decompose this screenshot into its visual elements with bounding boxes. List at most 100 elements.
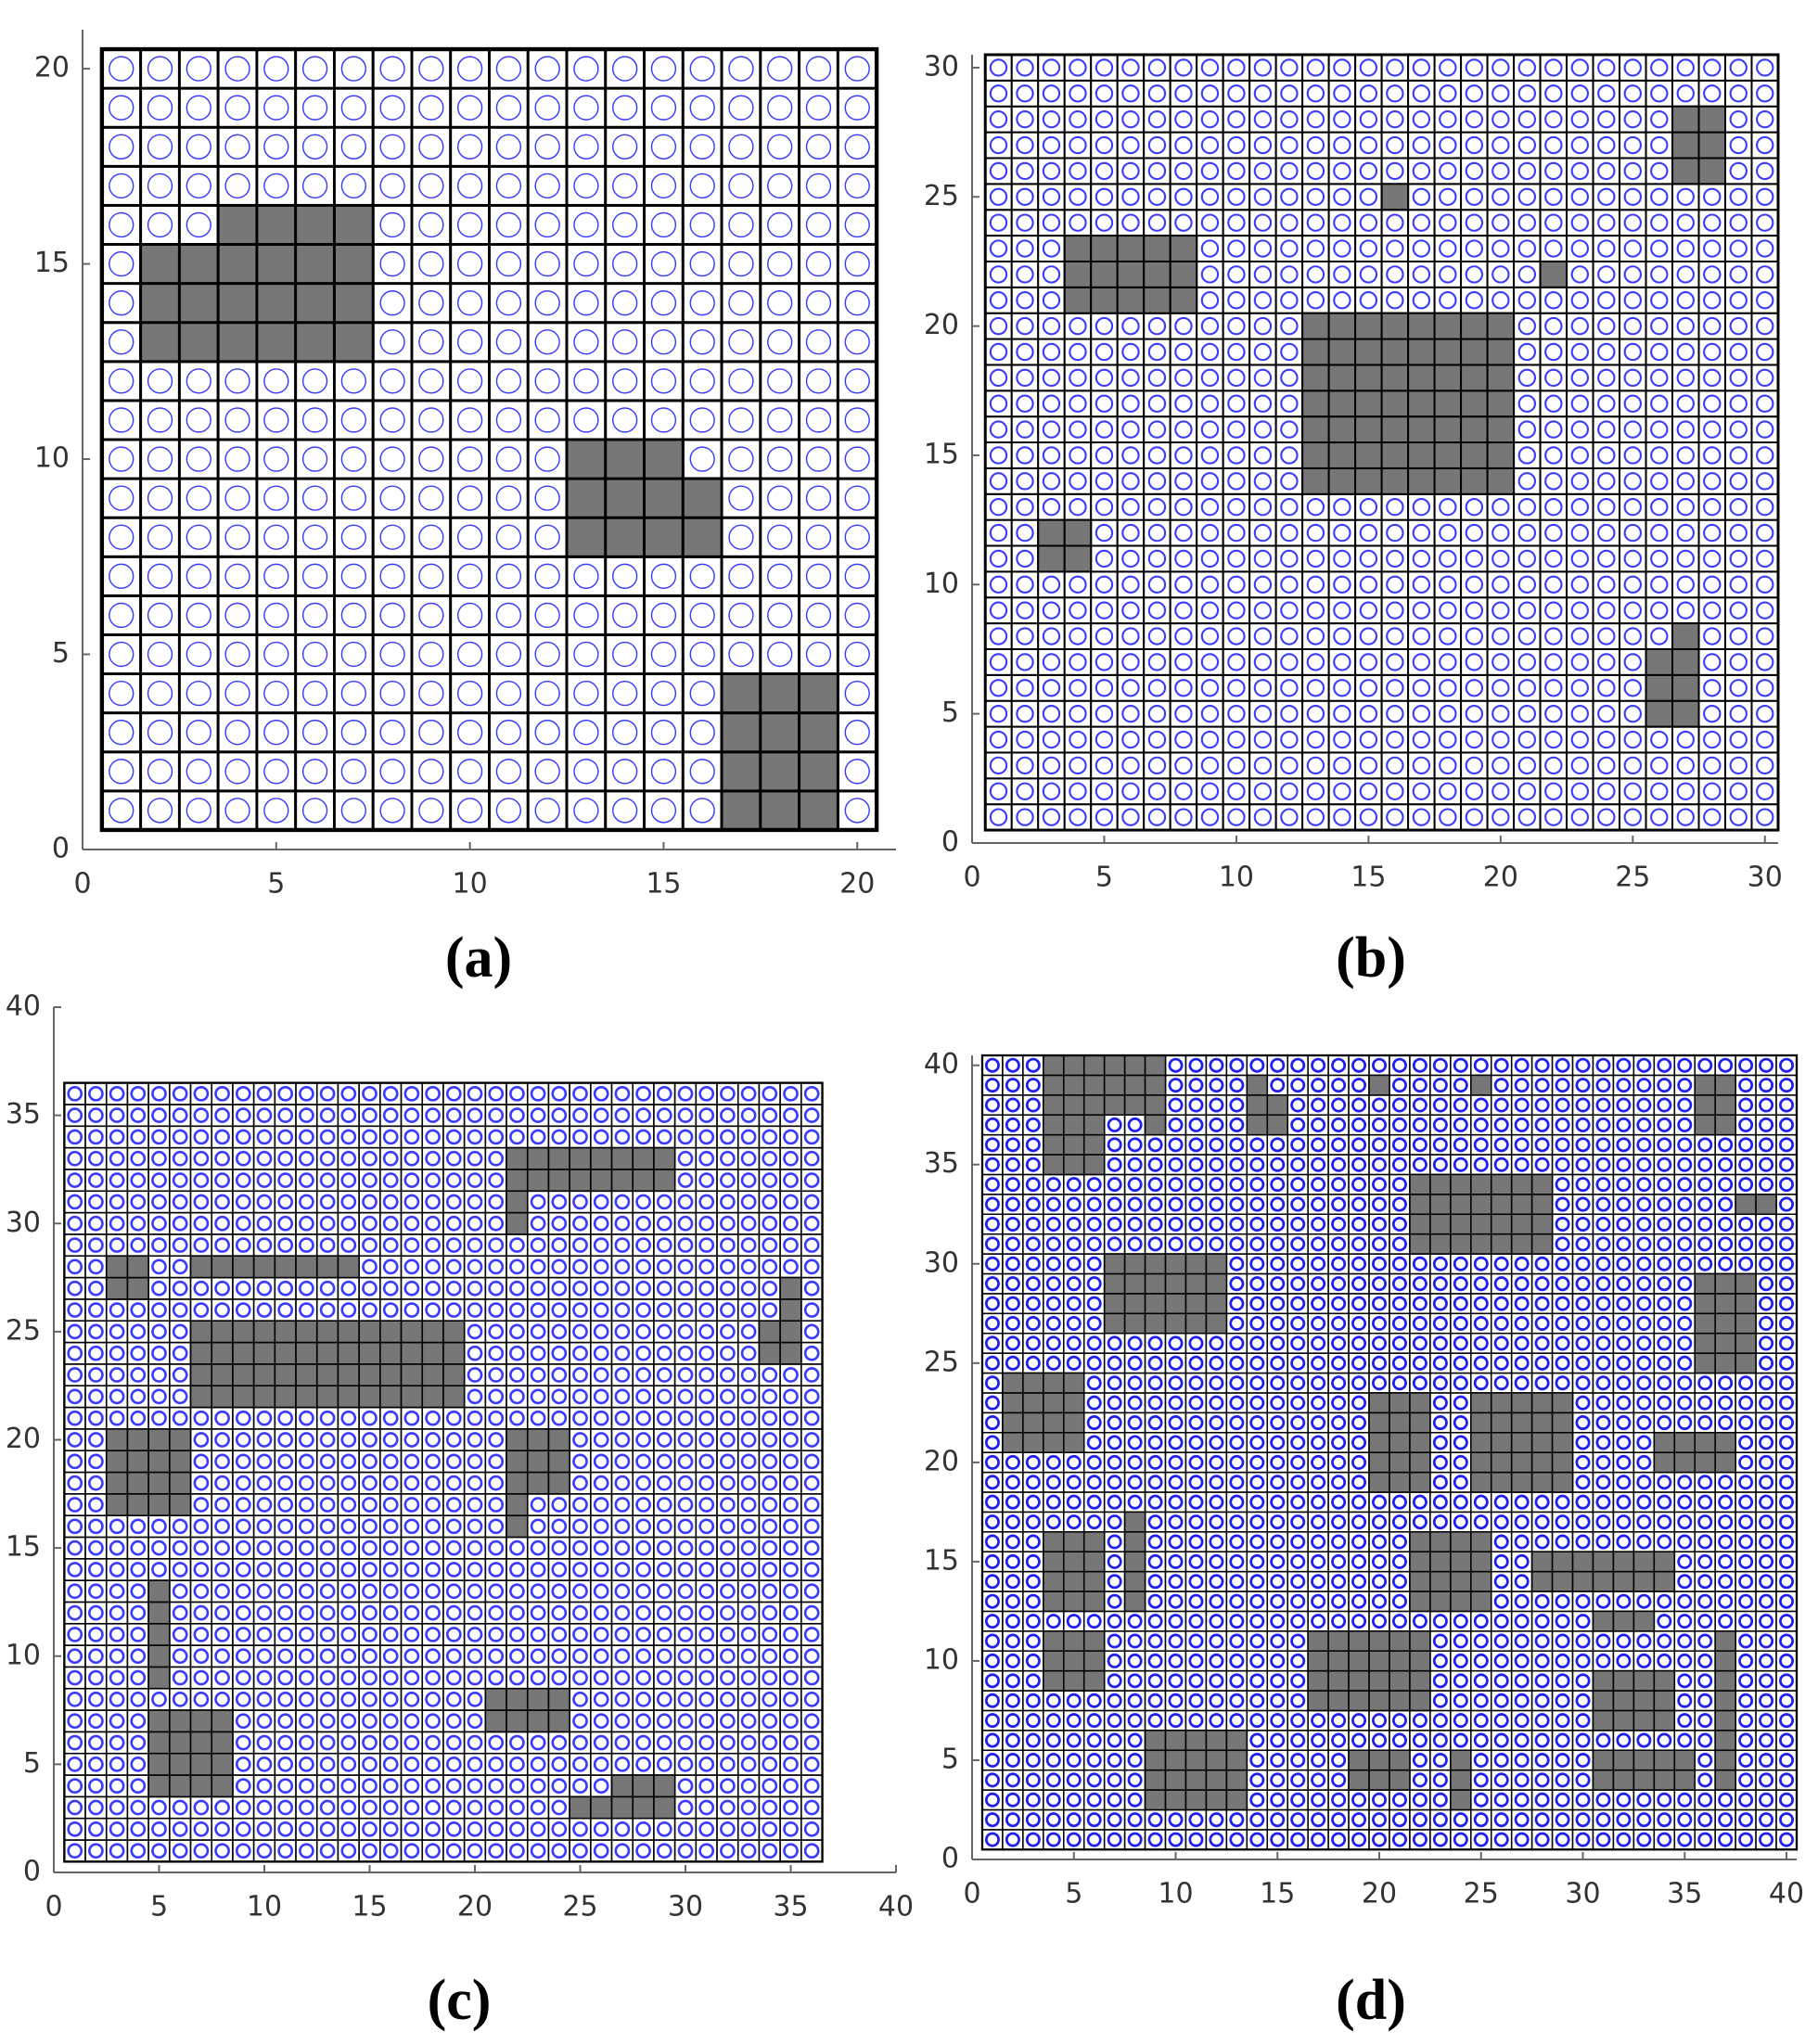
free-marker	[467, 1302, 483, 1318]
free-marker	[530, 1258, 546, 1275]
free-marker	[379, 524, 405, 550]
free-marker	[277, 1518, 294, 1535]
free-marker	[698, 1367, 715, 1383]
free-marker	[425, 1627, 441, 1642]
free-marker	[172, 1669, 188, 1686]
obstacle-cell	[1354, 466, 1383, 495]
free-marker	[88, 1302, 104, 1318]
free-marker	[1544, 394, 1563, 413]
free-marker	[1227, 394, 1246, 413]
free-marker	[340, 720, 366, 746]
free-marker	[235, 1669, 251, 1686]
obstacle-cell	[1671, 105, 1700, 134]
free-marker	[1253, 782, 1273, 800]
free-marker	[488, 1843, 505, 1859]
free-marker	[720, 1367, 736, 1383]
free-marker	[1095, 58, 1114, 77]
free-marker	[382, 1583, 399, 1600]
free-marker	[573, 95, 599, 121]
free-marker	[301, 563, 328, 589]
free-marker	[88, 1539, 104, 1556]
free-marker	[1517, 679, 1537, 697]
free-marker	[698, 1648, 715, 1665]
free-marker	[362, 1518, 378, 1535]
free-marker	[172, 1107, 188, 1123]
free-marker	[340, 1215, 357, 1232]
free-marker	[263, 368, 289, 394]
free-marker	[1121, 575, 1140, 594]
free-marker	[256, 1843, 273, 1859]
free-marker	[319, 1627, 336, 1642]
free-marker	[425, 1713, 441, 1730]
free-marker	[728, 211, 754, 238]
free-marker	[379, 680, 405, 707]
free-marker	[1306, 498, 1325, 517]
free-marker	[767, 641, 793, 668]
free-marker	[1412, 627, 1431, 645]
obstacle-cell	[1433, 441, 1463, 469]
free-marker	[1676, 472, 1695, 491]
x-tick-label: 5	[267, 868, 285, 901]
free-marker	[382, 1432, 399, 1448]
free-marker	[1623, 756, 1642, 775]
free-marker	[488, 1820, 505, 1837]
free-marker	[534, 563, 560, 589]
obstacle-cell	[1301, 390, 1330, 418]
free-marker	[147, 798, 173, 824]
free-marker	[1253, 704, 1273, 723]
free-marker	[1544, 239, 1563, 258]
free-marker	[1200, 549, 1220, 568]
free-marker	[418, 798, 444, 824]
free-marker	[495, 211, 522, 238]
free-marker	[1069, 601, 1087, 620]
free-marker	[382, 1799, 399, 1816]
free-marker	[509, 1583, 525, 1600]
free-marker	[1042, 316, 1061, 336]
free-marker	[193, 1150, 210, 1167]
free-marker	[1147, 730, 1167, 749]
free-marker	[1333, 653, 1351, 671]
x-tick-label: 20	[457, 1891, 493, 1923]
free-marker	[403, 1518, 420, 1535]
free-marker	[989, 756, 1008, 775]
free-marker	[224, 563, 250, 589]
free-marker	[635, 1604, 651, 1621]
free-marker	[534, 211, 560, 238]
free-marker	[495, 798, 522, 824]
free-marker	[151, 1410, 167, 1426]
free-marker	[656, 1258, 672, 1275]
free-marker	[301, 134, 328, 160]
free-marker	[740, 1453, 757, 1470]
free-marker	[1280, 523, 1299, 543]
free-marker	[805, 172, 832, 199]
free-marker	[467, 1215, 483, 1232]
free-marker	[509, 1367, 525, 1383]
free-marker	[1570, 394, 1590, 413]
obstacle-cell	[1143, 286, 1171, 314]
free-marker	[1465, 601, 1484, 620]
obstacle-cell	[216, 203, 259, 246]
free-marker	[340, 641, 366, 668]
free-marker	[677, 1799, 694, 1816]
free-marker	[488, 1345, 505, 1361]
free-marker	[689, 368, 715, 394]
obstacle-cell	[604, 516, 647, 558]
free-marker	[989, 394, 1008, 413]
free-marker	[1280, 756, 1299, 775]
free-marker	[362, 1280, 378, 1297]
free-marker	[1200, 756, 1220, 775]
free-marker	[456, 798, 483, 824]
free-marker	[277, 1172, 294, 1188]
free-marker	[844, 602, 870, 629]
free-marker	[1147, 109, 1167, 129]
free-marker	[762, 1648, 778, 1665]
free-marker	[572, 1648, 588, 1665]
free-marker	[573, 680, 599, 707]
free-marker	[301, 524, 328, 550]
free-marker	[1280, 135, 1299, 155]
free-marker	[614, 1280, 631, 1297]
free-marker	[109, 407, 134, 433]
free-marker	[445, 1258, 462, 1275]
free-marker	[1333, 291, 1351, 310]
free-marker	[1227, 730, 1246, 749]
